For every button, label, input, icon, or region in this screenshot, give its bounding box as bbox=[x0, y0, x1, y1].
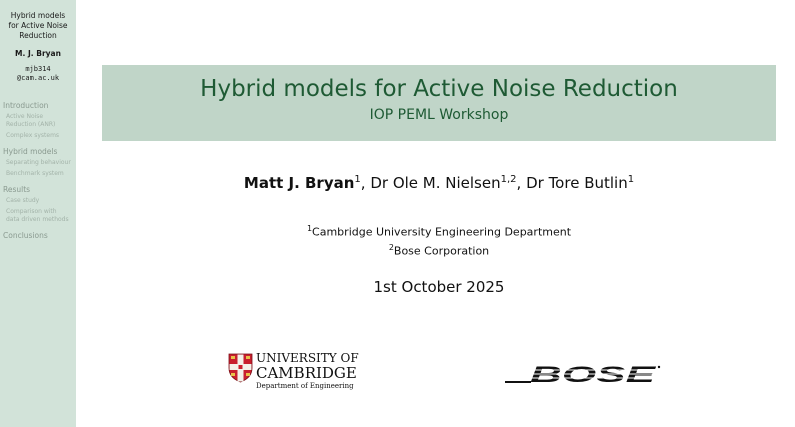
sidebar-title-line: for Active Noise bbox=[8, 21, 68, 30]
cambridge-logo-text: UNIVERSITY OF CAMBRIDGE Department of En… bbox=[256, 352, 359, 391]
slide-title: Hybrid models for Active Noise Reduction bbox=[200, 76, 678, 102]
cambridge-shield-icon bbox=[228, 353, 253, 383]
sidebar-item-separating-behaviour[interactable]: Separating behaviour bbox=[6, 159, 71, 166]
sidebar-author: M. J. Bryan bbox=[15, 49, 61, 58]
slide-subtitle: IOP PEML Workshop bbox=[369, 107, 509, 123]
sidebar-title-line: Hybrid models bbox=[10, 11, 66, 20]
author-name: Matt J. Bryan bbox=[243, 174, 355, 192]
sidebar-item-benchmark-system[interactable]: Benchmark system bbox=[6, 170, 64, 177]
sidebar-title[interactable]: Hybrid models for Active Noise Reduction bbox=[0, 11, 76, 41]
affiliation-text: Cambridge University Engineering Departm… bbox=[312, 225, 572, 239]
presentation-date: 1st October 2025 bbox=[373, 278, 505, 296]
sidebar-item-comparison[interactable]: Comparison with data driven methods bbox=[3, 208, 76, 224]
author-name: Dr Tore Butlin bbox=[526, 174, 628, 192]
author-affiliation-mark: 1 bbox=[627, 174, 635, 185]
sidebar-nav: Introduction Active Noise Reduction (ANR… bbox=[3, 101, 76, 240]
affiliations: 1Cambridge University Engineering Depart… bbox=[102, 221, 776, 258]
sidebar-section-results[interactable]: Results bbox=[3, 185, 31, 194]
sidebar-item-label: Reduction (ANR) bbox=[6, 121, 56, 128]
affiliation-mark: 1 bbox=[306, 224, 313, 233]
affiliation: 1Cambridge University Engineering Depart… bbox=[102, 221, 776, 240]
sidebar-email-line: @cam.ac.uk bbox=[16, 74, 60, 82]
sidebar-item-anr[interactable]: Active Noise Reduction (ANR) bbox=[3, 113, 76, 129]
sidebar-item-label: data driven methods bbox=[6, 216, 69, 223]
bose-logo-icon: BOSE bbox=[505, 363, 661, 385]
sidebar-section-introduction[interactable]: Introduction bbox=[3, 101, 49, 110]
sidebar-section-hybrid-models[interactable]: Hybrid models bbox=[3, 147, 58, 156]
cambridge-logo-line: UNIVERSITY OF bbox=[256, 351, 359, 365]
author-list: Matt J. Bryan1, Dr Ole M. Nielsen1,2, Dr… bbox=[243, 174, 635, 192]
author-affiliation-mark: 1,2 bbox=[500, 174, 517, 185]
affiliation-text: Bose Corporation bbox=[393, 244, 490, 258]
author-affiliation-mark: 1 bbox=[354, 174, 361, 185]
cambridge-logo-line: CAMBRIDGE bbox=[256, 364, 357, 382]
sidebar-title-line: Reduction bbox=[19, 31, 57, 40]
sidebar-email-line: mjb314 bbox=[25, 65, 51, 73]
sidebar-item-label: Comparison with bbox=[6, 208, 57, 215]
sidebar: Hybrid models for Active Noise Reduction… bbox=[0, 0, 76, 427]
sidebar-item-complex-systems[interactable]: Complex systems bbox=[6, 132, 60, 139]
cambridge-logo-line: Department of Engineering bbox=[256, 382, 354, 390]
sidebar-item-case-study[interactable]: Case study bbox=[6, 197, 40, 204]
affiliation: 2Bose Corporation bbox=[102, 240, 776, 259]
sidebar-email: mjb314 @cam.ac.uk bbox=[0, 65, 76, 83]
affiliation-mark: 2 bbox=[388, 242, 394, 252]
author-name: Dr Ole M. Nielsen bbox=[370, 174, 501, 192]
sidebar-section-conclusions[interactable]: Conclusions bbox=[3, 231, 48, 240]
title-banner: Hybrid models for Active Noise Reduction… bbox=[102, 65, 776, 141]
sidebar-item-label: Active Noise bbox=[6, 113, 44, 120]
